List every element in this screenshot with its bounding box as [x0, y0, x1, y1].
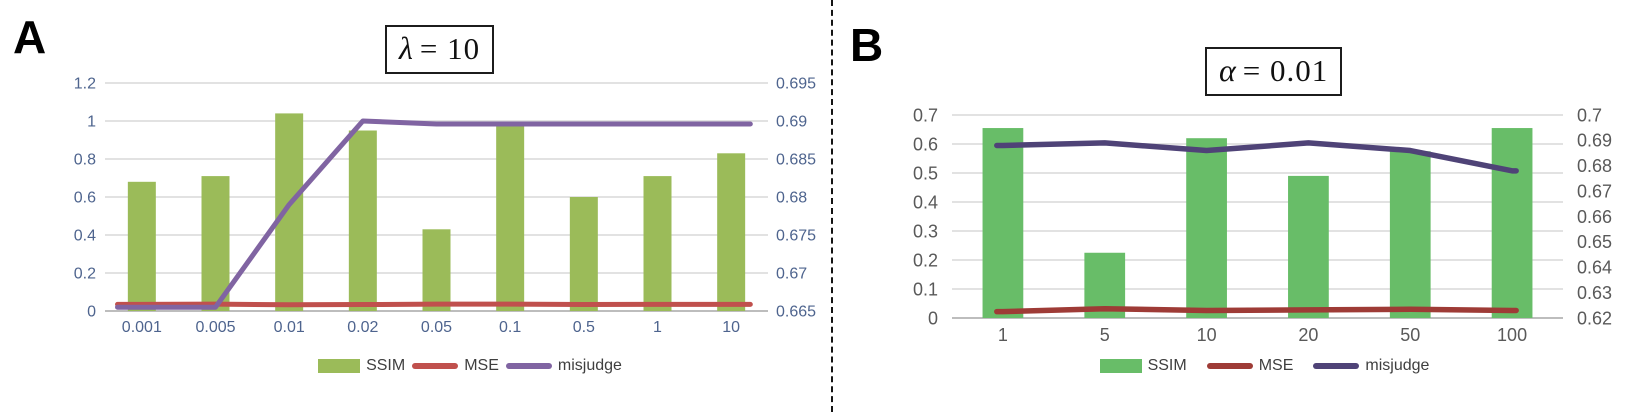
- mse-line-swatch: [1206, 363, 1253, 369]
- svg-text:0.3: 0.3: [913, 221, 938, 241]
- svg-text:0.63: 0.63: [1577, 283, 1612, 303]
- svg-text:0.001: 0.001: [122, 319, 162, 336]
- legend-item-mse: MSE: [1206, 357, 1294, 375]
- chart-a-plot: 1.2 1 0.8 0.6 0.4 0.2 0 0.695 0.69 0.685 0.68 0.675…: [74, 76, 816, 336]
- panel-label-b: B: [850, 19, 884, 71]
- legend-label-ssim: SSIM: [1147, 357, 1187, 374]
- svg-text:0.7: 0.7: [1577, 105, 1602, 125]
- ssim-bar-swatch: [1099, 359, 1142, 373]
- chart-b-plot: 0.7 0.6 0.5 0.4 0.3 0.2 0.1 0 0.7 0.69 0.68 0.67 0.6…: [913, 105, 1612, 345]
- svg-text:0.01: 0.01: [274, 319, 305, 336]
- svg-text:0.8: 0.8: [74, 152, 96, 169]
- svg-text:0.675: 0.675: [776, 228, 816, 245]
- svg-text:1: 1: [998, 325, 1008, 345]
- legend-item-misjudge: misjudge: [1313, 357, 1429, 375]
- misjudge-line-swatch: [1313, 363, 1360, 369]
- svg-text:0.69: 0.69: [1577, 131, 1612, 151]
- legend-label-misjudge: misjudge: [1365, 357, 1430, 374]
- chart-b-title-value: = 0.01: [1242, 53, 1329, 88]
- svg-text:0.05: 0.05: [421, 319, 452, 336]
- legend-label-mse: MSE: [1258, 357, 1294, 374]
- svg-text:0.64: 0.64: [1577, 258, 1612, 278]
- svg-text:0.65: 0.65: [1577, 232, 1612, 252]
- chart-b-title: α = 0.01: [1205, 47, 1343, 96]
- legend-label-misjudge: misjudge: [557, 357, 622, 374]
- svg-text:10: 10: [1197, 325, 1217, 345]
- svg-text:5: 5: [1100, 325, 1110, 345]
- panel-label-a: A: [13, 11, 47, 63]
- svg-text:0.6: 0.6: [74, 190, 96, 207]
- chart-a-legend: SSIM MSE misjudge: [100, 352, 840, 380]
- svg-text:0.6: 0.6: [913, 134, 938, 154]
- legend-item-ssim: SSIM: [318, 357, 405, 375]
- chart-a-title-symbol: λ: [399, 30, 413, 66]
- svg-text:1: 1: [653, 319, 662, 336]
- svg-text:0.62: 0.62: [1577, 308, 1612, 328]
- svg-text:0.4: 0.4: [74, 228, 96, 245]
- svg-text:0.5: 0.5: [573, 319, 595, 336]
- misjudge-line-swatch: [505, 363, 552, 369]
- panel-divider-dashed-line: [831, 0, 833, 412]
- panel-b: B α = 0.01 0.7 0.6 0.5 0.4 0.3 0.2 0.1 0 0.7 0.69…: [818, 0, 1636, 412]
- legend-label-ssim: SSIM: [366, 357, 406, 374]
- svg-text:0.1: 0.1: [913, 279, 938, 299]
- chart-b-legend: SSIM MSE misjudge: [952, 352, 1577, 380]
- svg-text:0.67: 0.67: [776, 266, 807, 283]
- panel-a: A λ = 10 1.2 1 0.8 0.6 0.4 0.2 0 0.695 0.69 0.685…: [13, 11, 816, 374]
- legend-label-mse: MSE: [464, 357, 499, 374]
- svg-text:0: 0: [928, 308, 938, 328]
- svg-text:0: 0: [87, 304, 96, 321]
- svg-text:0.68: 0.68: [1577, 156, 1612, 176]
- svg-text:0.69: 0.69: [776, 114, 807, 131]
- svg-text:0.5: 0.5: [913, 163, 938, 183]
- svg-text:0.02: 0.02: [347, 319, 378, 336]
- svg-text:10: 10: [722, 319, 740, 336]
- svg-text:1: 1: [87, 114, 96, 131]
- chart-a-title-value: = 10: [419, 31, 481, 66]
- svg-text:0.2: 0.2: [913, 250, 938, 270]
- chart-b-title-symbol: α: [1219, 52, 1236, 88]
- svg-text:1.2: 1.2: [74, 76, 96, 93]
- svg-text:100: 100: [1497, 325, 1527, 345]
- legend-item-mse: MSE: [412, 357, 499, 375]
- svg-text:0.7: 0.7: [913, 105, 938, 125]
- svg-text:0.665: 0.665: [776, 304, 816, 321]
- svg-text:0.695: 0.695: [776, 76, 816, 93]
- svg-text:0.68: 0.68: [776, 190, 807, 207]
- svg-text:0.66: 0.66: [1577, 207, 1612, 227]
- svg-text:0.1: 0.1: [499, 319, 521, 336]
- svg-text:0.67: 0.67: [1577, 181, 1612, 201]
- mse-line-swatch: [412, 363, 459, 369]
- legend-item-misjudge: misjudge: [505, 357, 622, 375]
- legend-item-ssim: SSIM: [1099, 357, 1187, 375]
- svg-text:0.4: 0.4: [913, 192, 938, 212]
- svg-text:0.685: 0.685: [776, 152, 816, 169]
- svg-text:50: 50: [1400, 325, 1420, 345]
- svg-text:0.005: 0.005: [195, 319, 235, 336]
- svg-text:20: 20: [1298, 325, 1318, 345]
- svg-text:0.2: 0.2: [74, 266, 96, 283]
- ssim-bar-swatch: [318, 359, 361, 373]
- chart-a-title: λ = 10: [385, 25, 495, 74]
